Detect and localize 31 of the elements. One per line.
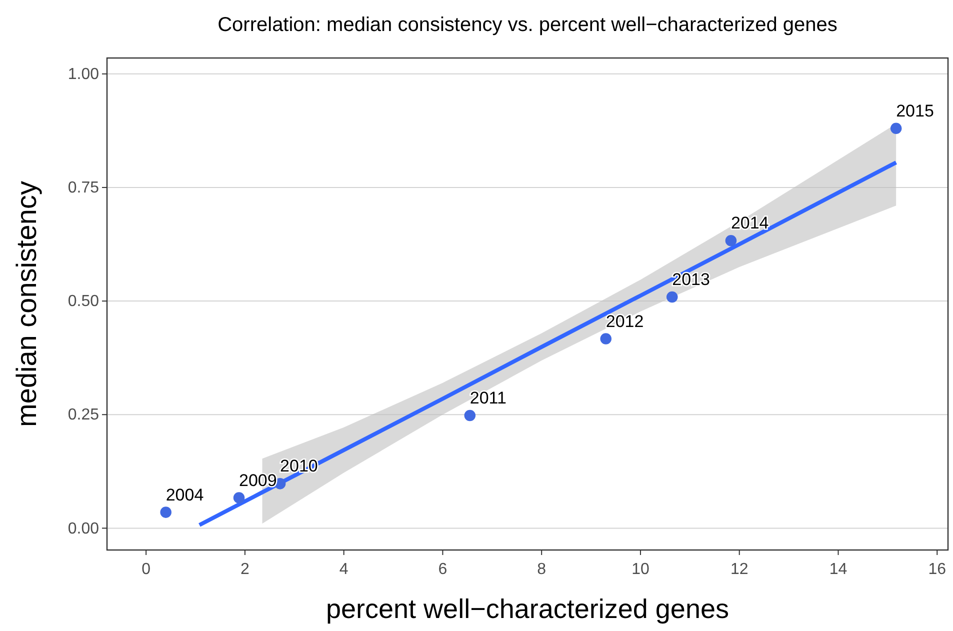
point: [464, 410, 476, 422]
point: [160, 506, 172, 518]
point: [600, 333, 612, 344]
annotation: 2004: [166, 485, 204, 504]
point: [890, 122, 902, 134]
x-tick-label: 10: [632, 561, 650, 578]
point: [666, 291, 678, 303]
y-tick-label: 0.75: [68, 180, 100, 197]
x-tick-label: 2: [240, 561, 250, 578]
y-axis-title: median consistency: [11, 181, 42, 427]
y-tick-label: 0.50: [68, 293, 100, 310]
y-tick-label: 0.00: [68, 520, 100, 538]
y-tick-label: 1.00: [68, 66, 100, 84]
x-tick-label: 0: [142, 561, 151, 578]
annotation: 2009: [239, 470, 277, 490]
x-tick-label: 16: [928, 561, 946, 578]
x-tick-label: 6: [438, 561, 448, 578]
x-tick-label: 12: [730, 561, 748, 578]
annotation: 2014: [730, 214, 769, 233]
annotation: 2012: [606, 312, 644, 331]
point: [725, 234, 737, 246]
annotation: 2013: [672, 270, 710, 289]
chart-title: Correlation: median consistency vs. percent well−characterized genes: [218, 14, 838, 36]
y-tick-label: 0.25: [68, 406, 100, 424]
point: [233, 492, 245, 504]
annotation: 2011: [470, 388, 506, 408]
annotation: 2015: [896, 101, 934, 120]
x-axis-title: percent well−characterized genes: [326, 594, 729, 624]
x-tick-label: 8: [537, 561, 546, 578]
x-tick-label: 14: [829, 561, 848, 578]
x-tick-label: 4: [339, 561, 348, 578]
